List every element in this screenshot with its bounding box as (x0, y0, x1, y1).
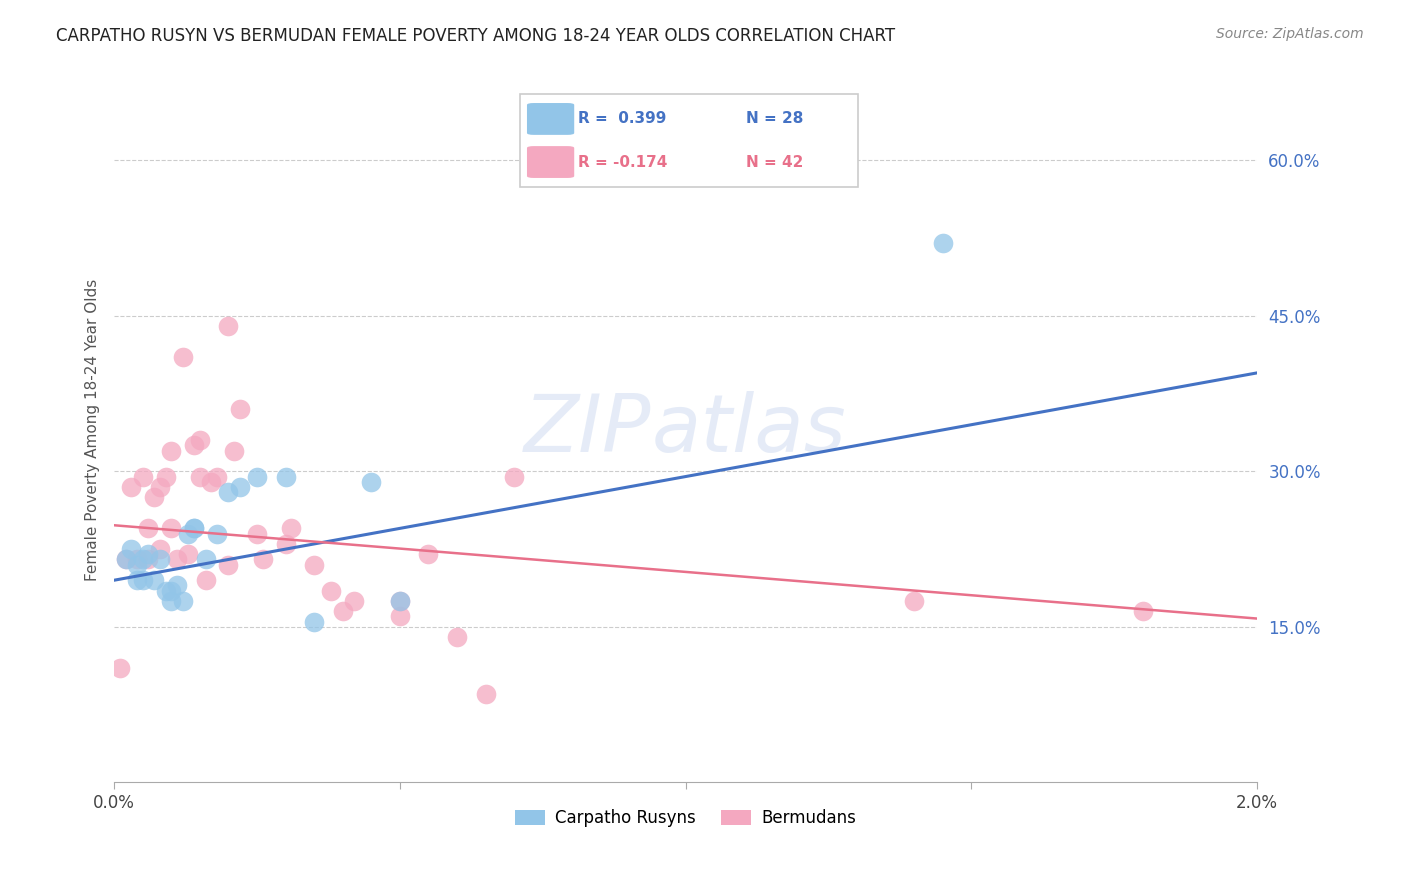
Text: N = 28: N = 28 (747, 112, 804, 127)
Point (143, 573, 166, 587)
Point (246, 526, 269, 541)
Point (166, 578, 188, 592)
Text: CARPATHO RUSYN VS BERMUDAN FEMALE POVERTY AMONG 18-24 YEAR OLDS CORRELATION CHAR: CARPATHO RUSYN VS BERMUDAN FEMALE POVERT… (56, 27, 896, 45)
Y-axis label: Female Poverty Among 18-24 Year Olds: Female Poverty Among 18-24 Year Olds (86, 279, 100, 581)
Legend: Carpatho Rusyns, Bermudans: Carpatho Rusyns, Bermudans (509, 803, 863, 834)
Point (218, 558, 240, 572)
Point (125, 573, 148, 587)
Point (218, 485, 240, 500)
Point (172, 351, 194, 365)
Point (125, 552, 148, 566)
Point (177, 526, 200, 541)
Point (188, 469, 211, 483)
Point (155, 583, 177, 598)
Point (149, 480, 172, 494)
Point (132, 469, 155, 483)
Point (114, 552, 136, 566)
Point (229, 402, 252, 417)
Point (114, 552, 136, 566)
Point (205, 526, 228, 541)
Point (125, 558, 148, 572)
Point (160, 583, 183, 598)
Point (388, 594, 411, 608)
FancyBboxPatch shape (527, 103, 574, 135)
Point (302, 615, 325, 629)
Point (932, 236, 955, 251)
Text: ZIP: ZIP (524, 391, 651, 469)
Point (160, 521, 183, 535)
Point (132, 573, 155, 587)
Text: atlas: atlas (651, 391, 846, 469)
Point (183, 521, 205, 535)
Point (205, 469, 228, 483)
FancyBboxPatch shape (527, 146, 574, 178)
Point (143, 490, 166, 504)
Text: R =  0.399: R = 0.399 (578, 112, 666, 127)
Point (177, 547, 200, 561)
Point (343, 594, 366, 608)
Point (280, 521, 302, 535)
Point (200, 475, 222, 489)
Point (474, 687, 496, 701)
Point (332, 604, 354, 618)
Point (274, 469, 297, 483)
Point (120, 542, 142, 557)
Point (503, 469, 526, 483)
Point (183, 438, 205, 452)
Point (360, 475, 382, 489)
Point (246, 469, 269, 483)
Point (274, 537, 297, 551)
Point (183, 521, 205, 535)
Point (188, 434, 211, 448)
Point (229, 480, 252, 494)
Text: R = -0.174: R = -0.174 (578, 154, 666, 169)
Point (120, 480, 142, 494)
Point (194, 552, 217, 566)
Point (446, 630, 468, 644)
Point (108, 661, 131, 675)
Point (418, 547, 440, 561)
Point (149, 552, 172, 566)
Point (149, 542, 172, 557)
Point (224, 443, 246, 458)
Point (132, 552, 155, 566)
Point (138, 547, 160, 561)
Point (172, 594, 194, 608)
Point (388, 594, 411, 608)
Point (388, 609, 411, 624)
Point (218, 319, 240, 334)
Point (1132, 604, 1154, 618)
Point (194, 573, 217, 587)
Point (138, 552, 160, 566)
Point (160, 443, 183, 458)
Point (903, 594, 925, 608)
Point (166, 552, 188, 566)
Point (321, 583, 343, 598)
FancyBboxPatch shape (520, 94, 858, 187)
Point (664, 137, 686, 152)
Point (138, 521, 160, 535)
Point (160, 594, 183, 608)
Text: Source: ZipAtlas.com: Source: ZipAtlas.com (1216, 27, 1364, 41)
Point (155, 469, 177, 483)
Text: N = 42: N = 42 (747, 154, 804, 169)
Point (302, 558, 325, 572)
Point (252, 552, 274, 566)
